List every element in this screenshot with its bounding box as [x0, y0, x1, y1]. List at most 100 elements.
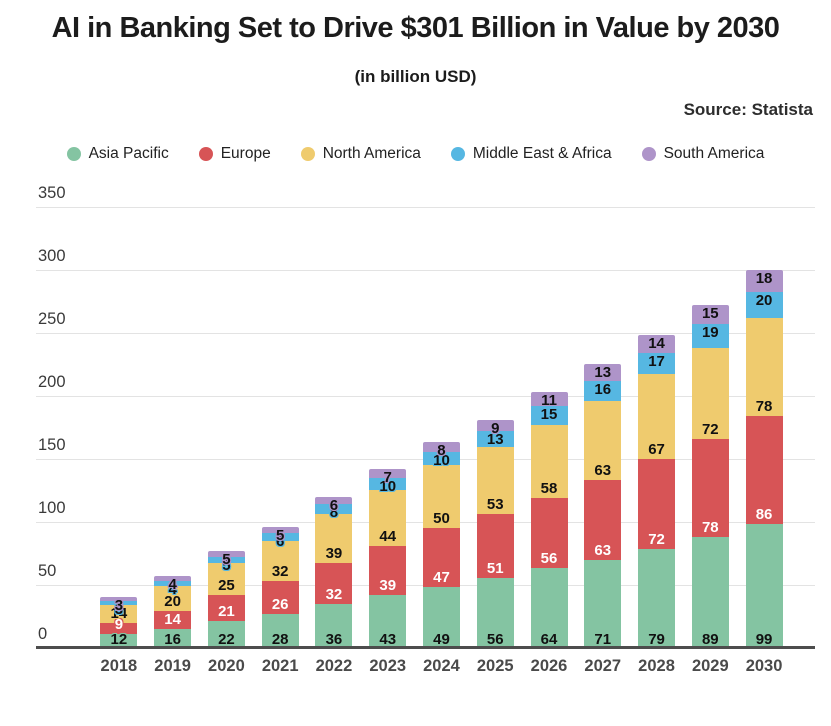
segment-value-label: 78 [755, 397, 773, 415]
segment-value-label: 14 [164, 610, 181, 628]
bars: 12 9 14 3 3 16 14 20 4 4 22 21 25 5 5 28 26 32 6 5 36 32 39 8 6 4… [92, 179, 791, 649]
bar-column: 22 21 25 5 5 [200, 179, 254, 649]
bar-segment: 20 [745, 292, 783, 318]
bar-column: 56 51 53 13 9 [468, 179, 522, 649]
bar-segment: 14 [100, 605, 138, 623]
bar-segment: 28 [261, 613, 299, 649]
legend: Asia Pacific Europe North America Middle Ea… [0, 145, 831, 163]
segment-value-label: 13 [594, 364, 612, 382]
bar-segment: 49 [422, 587, 460, 649]
y-tick-label: 150 [38, 436, 66, 454]
bar-segment: 25 [207, 563, 245, 595]
bar-segment: 13 [476, 431, 514, 448]
legend-label: North America [322, 145, 421, 162]
chart-subtitle: (in billion USD) [354, 67, 477, 86]
x-tick-label: 2018 [100, 657, 138, 675]
y-tick-label: 350 [38, 184, 66, 202]
segment-value-label: 25 [218, 576, 235, 594]
segment-value-label: 39 [379, 576, 397, 594]
legend-label: Asia Pacific [88, 145, 169, 162]
legend-dot-icon [300, 147, 315, 161]
bar-segment: 47 [422, 528, 460, 588]
bar-segment: 4 [154, 581, 192, 598]
segment-value-label: 72 [701, 420, 719, 438]
bar-segment: 58 [530, 424, 568, 498]
x-axis-line [36, 646, 815, 649]
segment-value-label: 17 [648, 352, 665, 370]
bar-segment: 21 [207, 594, 245, 622]
x-tick-label: 2028 [638, 657, 675, 675]
bar-segment: 44 [369, 490, 407, 546]
bar-segment: 39 [315, 514, 353, 564]
bar-segment: 5 [207, 550, 245, 568]
x-tick-label: 2030 [745, 657, 783, 675]
bar-segment: 53 [476, 447, 514, 515]
stacked-bar: 64 56 58 15 11 [530, 392, 568, 649]
legend-item: Asia Pacific [66, 145, 169, 163]
x-tick-label: 2025 [476, 657, 514, 675]
plot-area: 12 9 14 3 3 16 14 20 4 4 22 21 25 5 5 28 26 32 6 5 36 32 39 8 6 4… [36, 179, 815, 649]
gridline [36, 333, 815, 334]
segment-value-label: 19 [701, 323, 719, 341]
bar-segment: 3 [100, 597, 138, 614]
bar-segment: 16 [584, 380, 622, 401]
chart-title: AI in Banking Set to Drive $301 Billion … [51, 12, 780, 44]
legend-item: North America [300, 145, 421, 163]
x-tick-label: 2020 [208, 657, 245, 675]
stacked-bar: 43 39 44 10 7 [369, 468, 407, 649]
bar-column: 12 9 14 3 3 [92, 179, 146, 649]
bar-segment: 20 [154, 586, 192, 612]
bar-segment: 14 [638, 335, 676, 353]
segment-value-label: 39 [325, 545, 343, 563]
segment-value-label: 20 [164, 593, 181, 611]
x-axis-labels: 2018 2019 2020 2021 2022 2023 2024 2025 2026 2027… [92, 657, 791, 676]
stacked-bar: 79 72 67 17 14 [638, 335, 676, 649]
bar-column: 89 78 72 19 15 [683, 179, 737, 649]
legend-dot-icon [641, 147, 656, 161]
bar-segment: 63 [584, 480, 622, 560]
bar-segment: 7 [369, 468, 407, 486]
x-tick-label: 2022 [315, 657, 353, 675]
bar-segment: 4 [154, 575, 192, 593]
bar-segment: 3 [100, 601, 138, 618]
bar-segment: 32 [261, 540, 299, 581]
segment-value-label: 16 [594, 380, 612, 398]
legend-label: Middle East & Africa [472, 145, 612, 162]
x-tick-label: 2026 [530, 657, 568, 675]
bar-segment: 15 [530, 405, 568, 425]
segment-value-label: 14 [110, 604, 128, 622]
legend-dot-icon [66, 147, 81, 161]
bar-segment: 5 [261, 526, 299, 544]
segment-value-label: 63 [594, 541, 612, 559]
segment-value-label: 44 [379, 527, 397, 545]
bar-segment: 19 [691, 323, 729, 348]
segment-value-label: 15 [540, 405, 558, 423]
segment-value-label: 78 [701, 518, 719, 536]
x-tick-label: 2019 [154, 657, 191, 675]
bar-column: 49 47 50 10 8 [415, 179, 469, 649]
segment-value-label: 32 [271, 562, 289, 580]
bar-column: 36 32 39 8 6 [307, 179, 361, 649]
bar-segment: 9 [100, 616, 138, 634]
bar-segment: 36 [315, 603, 353, 649]
bar-segment: 78 [745, 317, 783, 416]
segment-value-label: 20 [755, 292, 773, 310]
segment-value-label: 67 [648, 440, 665, 458]
segment-value-label: 13 [486, 431, 504, 449]
x-tick-label: 2021 [261, 657, 299, 675]
bar-column: 99 86 78 20 18 [737, 179, 791, 649]
legend-label: Europe [220, 145, 271, 162]
gridline [36, 396, 815, 397]
bar-segment: 71 [584, 559, 622, 649]
y-tick-label: 100 [38, 499, 66, 517]
legend-dot-icon [198, 147, 213, 161]
segment-value-label: 21 [218, 603, 235, 621]
gridline [36, 207, 815, 208]
bar-segment: 39 [369, 545, 407, 595]
bar-segment: 72 [638, 458, 676, 550]
bar-segment: 51 [476, 514, 514, 579]
bar-column: 28 26 32 6 5 [253, 179, 307, 649]
segment-value-label: 63 [594, 462, 612, 480]
bar-segment: 78 [691, 438, 729, 537]
bar-segment: 43 [369, 594, 407, 649]
